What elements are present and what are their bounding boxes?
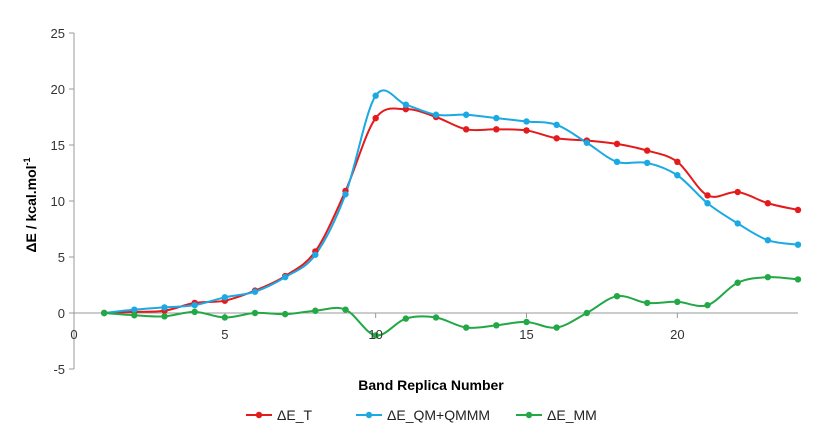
x-tick-label: 10 xyxy=(368,327,382,342)
series-points xyxy=(100,92,802,339)
data-point xyxy=(372,92,379,99)
data-point xyxy=(704,200,711,207)
data-point xyxy=(704,301,711,309)
legend-item: ΔE_T xyxy=(246,407,312,423)
legend-swatch-marker xyxy=(255,411,263,419)
y-axis-title: ΔE / kcal.mol-1 xyxy=(22,157,39,252)
data-point xyxy=(342,306,349,313)
y-tick-label: 10 xyxy=(51,194,65,209)
data-point xyxy=(161,313,168,320)
y-tick-label: 20 xyxy=(51,82,65,97)
x-tick-label: 0 xyxy=(70,327,77,342)
data-point xyxy=(402,105,410,113)
legend-swatch-marker xyxy=(525,411,533,419)
series-line-1 xyxy=(104,107,799,314)
data-point xyxy=(432,314,440,321)
data-point xyxy=(221,294,229,301)
data-point xyxy=(372,332,379,339)
y-axis-title-superscript: -1 xyxy=(22,157,32,165)
data-point xyxy=(794,241,802,248)
x-tick-label: 15 xyxy=(519,327,533,342)
data-point xyxy=(794,206,802,214)
tick-labels: -5 0 5 10 15 20 25 0 5 10 15 20 xyxy=(51,26,685,377)
legend-item: ΔE_MM xyxy=(516,407,597,423)
data-point xyxy=(100,309,108,317)
data-point xyxy=(704,192,711,199)
data-point xyxy=(674,172,681,179)
data-point xyxy=(643,147,651,154)
x-tick-label: 5 xyxy=(221,327,228,342)
y-tick-label: 5 xyxy=(58,250,65,265)
data-point xyxy=(221,314,229,321)
data-point xyxy=(432,111,440,118)
legend: ΔE_T ΔE_QM+QMMM ΔE_MM xyxy=(246,407,597,423)
data-point xyxy=(131,312,138,319)
data-point xyxy=(674,158,681,165)
data-point xyxy=(462,126,470,133)
data-point xyxy=(583,139,591,146)
y-tick-label: -5 xyxy=(53,362,65,377)
legend-label: ΔE_MM xyxy=(547,407,597,423)
data-point xyxy=(402,315,410,322)
data-point xyxy=(553,135,560,142)
y-tick-label: 0 xyxy=(58,306,65,321)
data-point xyxy=(281,273,289,281)
legend-label: ΔE_QM+QMMM xyxy=(387,407,490,423)
data-point xyxy=(342,191,349,198)
data-point xyxy=(674,298,681,305)
data-point xyxy=(734,188,741,196)
data-point xyxy=(312,251,319,258)
data-point xyxy=(493,114,500,122)
data-point xyxy=(643,299,651,307)
data-point xyxy=(764,273,772,281)
data-point xyxy=(523,127,530,134)
data-point xyxy=(643,159,651,167)
data-point xyxy=(281,310,289,318)
data-point xyxy=(462,111,470,118)
data-point xyxy=(402,101,410,108)
data-point xyxy=(523,318,530,326)
data-point xyxy=(131,306,138,313)
y-axis-title-main: ΔE / kcal.mol xyxy=(23,165,39,252)
data-point xyxy=(312,307,319,314)
data-point xyxy=(251,288,259,295)
data-point xyxy=(613,158,621,165)
data-point xyxy=(191,308,198,316)
data-point xyxy=(613,140,621,148)
data-point xyxy=(734,279,741,286)
data-point xyxy=(553,121,560,129)
data-point xyxy=(794,276,802,283)
data-point xyxy=(372,114,379,122)
legend-swatch-marker xyxy=(365,411,373,419)
y-tick-label: 15 xyxy=(51,138,65,153)
y-tick-label: 25 xyxy=(51,26,65,41)
legend-item: ΔE_QM+QMMM xyxy=(356,407,490,423)
data-point xyxy=(251,309,259,317)
data-point xyxy=(161,304,168,311)
data-point xyxy=(523,118,530,125)
x-tick-label: 20 xyxy=(670,327,684,342)
x-axis-title: Band Replica Number xyxy=(358,377,504,393)
data-point xyxy=(583,309,591,317)
data-point xyxy=(191,301,198,309)
data-point xyxy=(764,237,772,244)
data-point xyxy=(734,220,741,227)
data-point xyxy=(764,200,772,207)
data-point xyxy=(613,293,621,300)
data-point xyxy=(553,324,560,331)
data-point xyxy=(493,322,500,329)
series-line-3 xyxy=(104,276,799,337)
series-lines xyxy=(104,89,799,337)
data-point xyxy=(493,126,500,133)
data-point xyxy=(462,324,470,331)
legend-label: ΔE_T xyxy=(277,407,312,423)
